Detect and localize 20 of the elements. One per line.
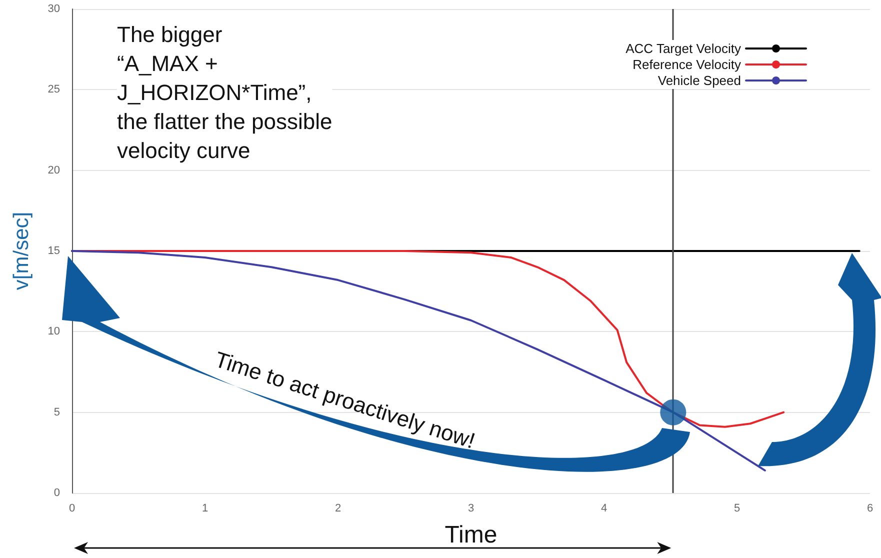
y-tick-label: 25 [48, 84, 60, 96]
x-tick-label: 0 [68, 502, 76, 514]
y-tick-label: 5 [54, 406, 60, 418]
y-tick-label: 15 [48, 245, 60, 257]
legend-label: ACC Target Velocity [626, 41, 742, 56]
x-tick-label: 2 [334, 502, 342, 514]
y-tick-label: 30 [48, 3, 60, 15]
x-axis-title: Time [444, 522, 498, 548]
x-tick-label: 4 [600, 502, 608, 514]
x-tick-label: 3 [468, 502, 474, 514]
y-tick-label: 20 [48, 164, 60, 176]
y-tick-label: 0 [54, 487, 60, 499]
y-axis-title: v[m/sec] [10, 212, 33, 290]
legend-label: Vehicle Speed [658, 73, 741, 88]
annotation: The bigger “A_MAX + J_HORIZON*Time”, the flatter the possible velocity curve [117, 22, 332, 163]
y-tick-label: 10 [48, 326, 60, 338]
x-tick-label: 5 [734, 502, 740, 514]
x-tick-label: 6 [866, 502, 874, 514]
x-tick-label: 1 [202, 502, 208, 514]
legend-label: Reference Velocity [632, 57, 742, 72]
